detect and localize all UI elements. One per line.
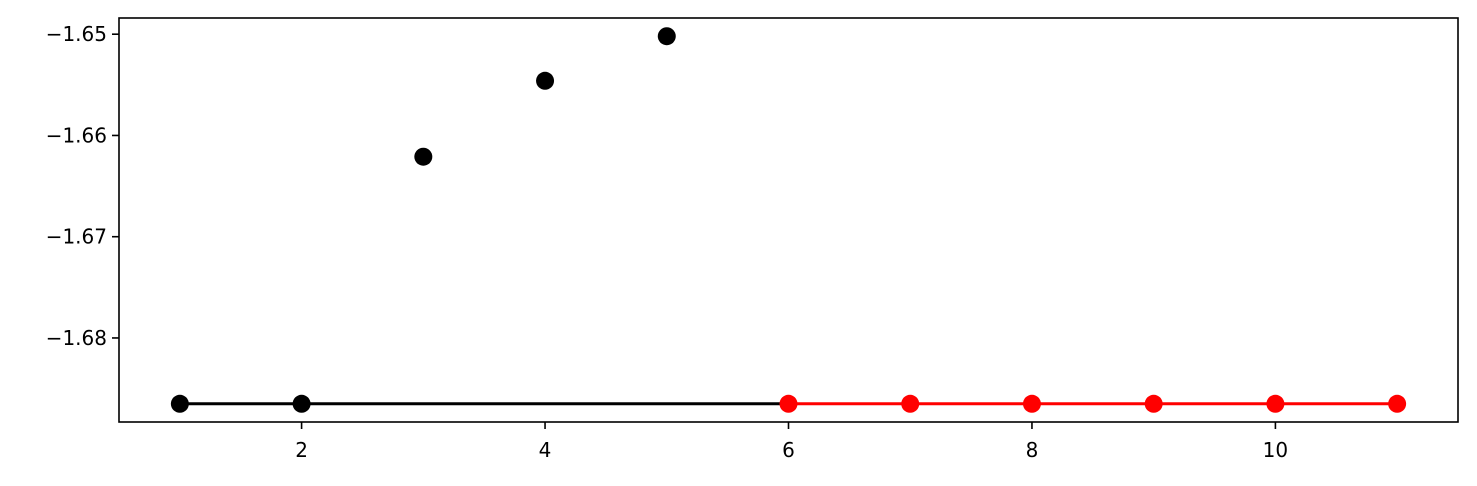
series-0-point: [414, 147, 433, 166]
x-tick-label: 2: [295, 438, 308, 462]
x-tick-label: 4: [539, 438, 552, 462]
series-2-point: [1022, 394, 1041, 413]
y-tick-label: −1.65: [46, 22, 107, 46]
y-tick-label: −1.67: [46, 225, 107, 249]
axis-ticks: 2 4 6 8 10 −1.65 −1.66 −1.67 −1.68: [46, 22, 1288, 462]
series-0-point: [657, 27, 676, 46]
series-0-point: [536, 71, 555, 90]
y-tick-label: −1.66: [46, 123, 107, 147]
series-2-point: [1266, 394, 1285, 413]
series-2-point: [901, 394, 920, 413]
plot-frame: [118, 17, 1459, 423]
plot-marks: [170, 27, 1407, 413]
x-tick-label: 10: [1263, 438, 1288, 462]
series-2-point: [779, 394, 798, 413]
x-tick-label: 6: [782, 438, 795, 462]
series-2-point: [1388, 394, 1407, 413]
y-tick-label: −1.68: [46, 326, 107, 350]
x-tick-label: 8: [1026, 438, 1039, 462]
series-2-point: [1144, 394, 1163, 413]
